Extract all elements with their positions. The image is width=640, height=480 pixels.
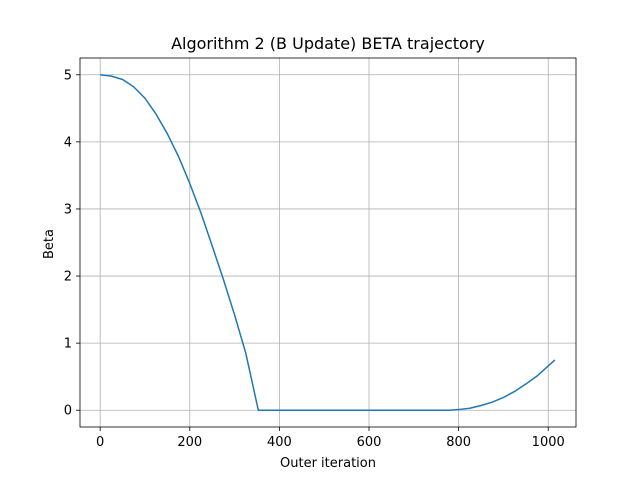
y-tick-label: 3 bbox=[64, 202, 72, 217]
x-tick-label: 200 bbox=[177, 435, 202, 450]
plot-frame bbox=[79, 57, 577, 428]
chart-title: Algorithm 2 (B Update) BETA trajectory bbox=[171, 34, 485, 53]
grid-lines bbox=[80, 58, 576, 427]
y-tick-label: 2 bbox=[64, 270, 72, 285]
axis-ticks: 0 200 400 600 800 1000 0 1 2 3 4 5 bbox=[64, 68, 565, 450]
y-tick-label: 0 bbox=[64, 404, 72, 419]
x-tick-label: 0 bbox=[96, 435, 104, 450]
beta-series-line bbox=[100, 74, 556, 411]
x-tick-label: 400 bbox=[267, 435, 292, 450]
x-axis-label: Outer iteration bbox=[280, 456, 376, 471]
y-tick-label: 4 bbox=[64, 135, 72, 150]
y-tick-label: 1 bbox=[64, 337, 72, 352]
y-axis-label: Beta bbox=[42, 229, 57, 259]
x-tick-label: 1000 bbox=[532, 435, 565, 450]
y-tick-label: 5 bbox=[64, 68, 72, 83]
x-tick-label: 800 bbox=[446, 435, 471, 450]
series-layer bbox=[100, 74, 556, 411]
x-tick-label: 600 bbox=[357, 435, 382, 450]
